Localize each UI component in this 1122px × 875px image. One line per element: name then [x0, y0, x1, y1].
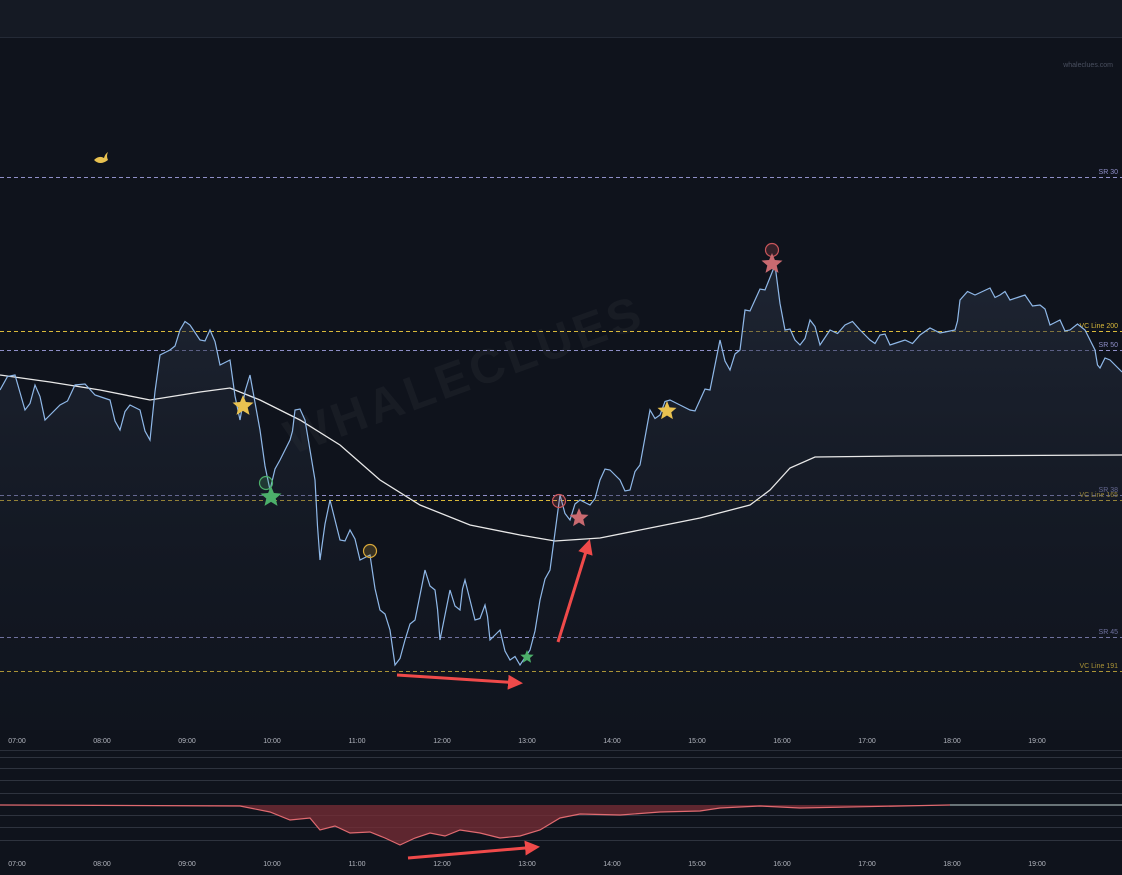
signal-markers [232, 242, 783, 663]
time-label: 07:00 [8, 861, 26, 868]
time-label: 09:00 [178, 861, 196, 868]
time-label: 14:00 [603, 861, 621, 868]
circle-marker [258, 475, 274, 491]
time-label: 18:00 [943, 738, 961, 745]
time-label: 08:00 [93, 738, 111, 745]
top-bar [0, 0, 1122, 37]
time-label: 14:00 [603, 738, 621, 745]
annotation-arrow [407, 840, 540, 860]
time-label: 10:00 [263, 738, 281, 745]
time-label: 12:00 [433, 738, 451, 745]
level-label: SR 50 [1099, 342, 1119, 349]
vwap-line [0, 374, 1122, 542]
watermark: WHALECLUES [278, 286, 652, 465]
time-label: 16:00 [773, 861, 791, 868]
annotation-arrow [556, 539, 593, 643]
price-area [0, 265, 1122, 730]
price-line [0, 262, 1122, 667]
star-marker [260, 486, 282, 506]
time-label: 11:00 [349, 738, 366, 745]
star-marker [761, 253, 783, 273]
time-label: 13:00 [518, 738, 536, 745]
indicator-line [0, 804, 1122, 846]
star-marker [520, 650, 534, 663]
time-label: 15:00 [688, 861, 706, 868]
star-marker [569, 508, 589, 527]
time-label: 08:00 [93, 861, 111, 868]
time-label: 16:00 [773, 738, 791, 745]
time-label: 18:00 [943, 861, 961, 868]
time-label: 10:00 [263, 861, 281, 868]
time-label: 09:00 [178, 738, 196, 745]
circle-marker [362, 543, 378, 559]
time-label: 19:00 [1028, 738, 1046, 745]
whale-icon [94, 152, 108, 163]
time-label: 15:00 [688, 738, 706, 745]
indicator-time-axis: 07:00 08:00 09:00 10:00 11:00 12:00 13:00 14:00… [8, 861, 1046, 868]
time-label: 07:00 [8, 738, 26, 745]
circle-marker [551, 493, 567, 509]
time-label: 12:00 [433, 861, 451, 868]
time-label: 11:00 [349, 861, 366, 868]
time-label: 17:00 [858, 861, 876, 868]
time-label: 17:00 [858, 738, 876, 745]
time-axis: 07:00 08:00 09:00 10:00 11:00 12:00 13:00 14:00… [0, 738, 1122, 751]
star-marker [657, 401, 677, 420]
level-label: SR 30 [1099, 169, 1119, 176]
site-label: whaleclues.com [1062, 62, 1113, 69]
time-label: 19:00 [1028, 861, 1046, 868]
time-label: 13:00 [518, 861, 536, 868]
indicator-panel [0, 757, 1122, 846]
star-marker [232, 395, 254, 415]
indicator-area [0, 805, 1122, 845]
annotation-arrow [396, 673, 523, 690]
level-label: VC Line 200 [1079, 323, 1118, 330]
